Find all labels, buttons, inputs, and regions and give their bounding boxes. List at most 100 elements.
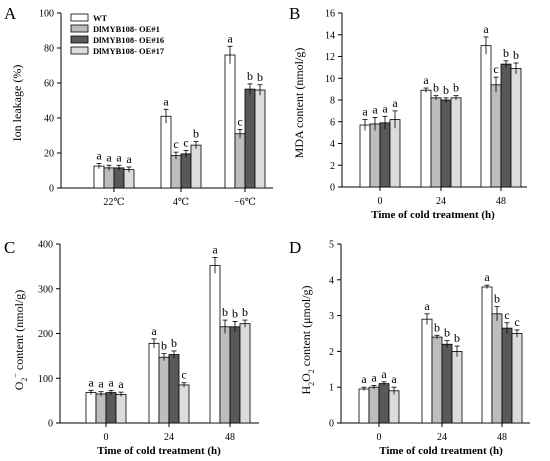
panel-b-significance-letter: b bbox=[513, 48, 519, 62]
panel-a-bar bbox=[113, 167, 125, 189]
panel-d-bar bbox=[451, 350, 463, 424]
panel-b-ytick-label: 14 bbox=[325, 30, 335, 41]
panel-d-significance-letter: a bbox=[424, 299, 430, 313]
panel-b-ytick-label: 8 bbox=[330, 96, 335, 107]
panel-b-xlabel: Time of cold treatment (h) bbox=[371, 209, 495, 221]
panel-a-bar bbox=[160, 115, 172, 189]
panel-b-letter: B bbox=[289, 4, 300, 23]
panel-c-significance-letter: b bbox=[242, 305, 248, 319]
panel-a-significance-letter: b bbox=[257, 70, 263, 84]
panel-c-bar bbox=[168, 354, 180, 424]
panel-d-ytick-label: 0 bbox=[329, 419, 334, 430]
panel-c-significance-letter: b bbox=[222, 305, 228, 319]
panel-d-significance-letter: b bbox=[454, 331, 460, 345]
panel-a-bar bbox=[93, 165, 105, 189]
panel-c-ytick-label: 100 bbox=[38, 374, 53, 385]
panel-a-significance-letter: a bbox=[227, 31, 233, 45]
panel-a-significance-letter: b bbox=[193, 127, 199, 141]
panel-a-significance-letter: c bbox=[173, 137, 178, 151]
panel-a-bar bbox=[224, 54, 236, 189]
panel-a-ytick-label: 20 bbox=[44, 149, 54, 160]
panel-c-bar bbox=[85, 392, 97, 424]
panel-c-bar bbox=[115, 393, 127, 424]
panel-b-ytick-label: 10 bbox=[325, 74, 335, 85]
panel-b-bar bbox=[420, 89, 432, 188]
panel-b-significance-letter: a bbox=[483, 22, 489, 36]
panel-c-bar bbox=[158, 356, 170, 424]
panel-c-ytick-label: 200 bbox=[38, 329, 53, 340]
panel-d-letter: D bbox=[289, 238, 301, 257]
panel-d-bar bbox=[441, 343, 453, 424]
panel-c-bar bbox=[148, 342, 160, 424]
legend-label: DlMYB108- OE#1 bbox=[93, 24, 160, 34]
panel-a-significance-letter: a bbox=[126, 152, 132, 166]
panel-b-significance-letter: a bbox=[382, 101, 388, 115]
panel-a-ytick-label: 60 bbox=[44, 79, 54, 90]
panel-c-significance-letter: a bbox=[108, 375, 114, 389]
panel-d-ytick-label: 4 bbox=[329, 275, 334, 286]
panel-b-bar bbox=[379, 122, 391, 188]
panel-b-bar bbox=[510, 68, 522, 188]
panel-c-xtick-label: 48 bbox=[225, 432, 235, 443]
panel-b-significance-letter: a bbox=[362, 105, 368, 119]
panel-c-significance-letter: a bbox=[88, 375, 94, 389]
panel-d-ytick-label: 1 bbox=[329, 383, 334, 394]
panel-d-bar bbox=[431, 336, 443, 424]
panel-d-significance-letter: a bbox=[371, 370, 377, 384]
panel-b-bar bbox=[369, 123, 381, 188]
panel-c-bar bbox=[229, 326, 241, 424]
panel-c-significance-letter: a bbox=[212, 242, 218, 256]
panel-d-ytick-label: 3 bbox=[329, 311, 334, 322]
legend-label: WT bbox=[93, 13, 108, 23]
panel-d-significance-letter: b bbox=[494, 292, 500, 306]
panel-d-bar bbox=[501, 327, 513, 424]
panel-c-xtick-label: 0 bbox=[104, 432, 109, 443]
panel-a-significance-letter: a bbox=[96, 149, 102, 163]
panel-d-ylabel: H2O2 content (μmol/g) bbox=[299, 285, 316, 394]
panel-b-ytick-label: 4 bbox=[330, 139, 335, 150]
panel-b-xtick-label: 0 bbox=[378, 196, 383, 207]
panel-c-ytick-label: 400 bbox=[38, 240, 53, 251]
panel-a-bar bbox=[190, 144, 202, 189]
panel-a-significance-letter: c bbox=[237, 114, 242, 128]
panel-a-ytick-label: 100 bbox=[39, 9, 54, 20]
legend-swatch bbox=[70, 24, 89, 33]
panel-a-bar bbox=[180, 153, 192, 189]
panel-d-significance-letter: a bbox=[361, 372, 367, 386]
panel-c-bar bbox=[239, 323, 251, 424]
panel-d-ytick-label: 5 bbox=[329, 240, 334, 251]
panel-d-significance-letter: b bbox=[444, 326, 450, 340]
panel-c-significance-letter: b bbox=[161, 339, 167, 353]
panel-a-significance-letter: b bbox=[247, 69, 253, 83]
panel-a-significance-letter: c bbox=[183, 135, 188, 149]
panel-c-bar bbox=[178, 384, 190, 424]
panel-b-significance-letter: a bbox=[423, 73, 429, 87]
panel-b-significance-letter: b bbox=[433, 81, 439, 95]
panel-a-xtick-label: 22℃ bbox=[103, 197, 124, 208]
panel-d-xlabel: Time of cold treatment (h) bbox=[379, 445, 503, 457]
panel-b-xtick-label: 24 bbox=[436, 196, 446, 207]
panel-b-bar bbox=[440, 99, 452, 188]
panel-b-bar bbox=[389, 119, 401, 188]
panel-b-significance-letter: b bbox=[453, 81, 459, 95]
panel-a-xtick-label: −6℃ bbox=[234, 197, 256, 208]
panel-c: C O2− content (nmol/g) Time of cold trea… bbox=[4, 238, 259, 457]
panel-b-significance-letter: a bbox=[372, 102, 378, 116]
panel-c-xlabel: Time of cold treatment (h) bbox=[97, 445, 221, 457]
panel-c-significance-letter: c bbox=[181, 368, 186, 382]
panel-d-xtick-label: 48 bbox=[497, 432, 507, 443]
panel-c-significance-letter: b bbox=[171, 336, 177, 350]
legend-swatch bbox=[70, 35, 89, 44]
panel-a-bar bbox=[244, 88, 256, 189]
panel-c-xtick-label: 24 bbox=[164, 432, 174, 443]
panel-c-bar bbox=[219, 326, 231, 424]
panel-d-ytick-label: 2 bbox=[329, 347, 334, 358]
panel-a-significance-letter: a bbox=[106, 150, 112, 164]
panel-c-significance-letter: a bbox=[151, 324, 157, 338]
panel-d-bar bbox=[481, 286, 493, 424]
